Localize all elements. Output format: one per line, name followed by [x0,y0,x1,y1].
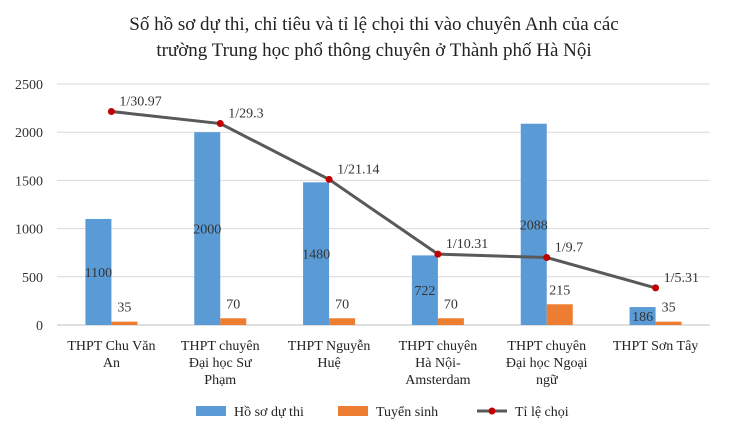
ratio-data-label: 1/21.14 [337,162,379,177]
x-category-label: ngữ [536,373,558,388]
ratio-marker [216,120,224,128]
x-category-label: THPT chuyên [399,339,478,354]
y-tick-label: 500 [22,271,43,286]
x-category-label: THPT Chu Văn [67,339,155,354]
ratio-data-label: 1/30.97 [119,94,161,109]
x-category-label: THPT chuyên [181,339,260,354]
chart-title-line-1: Số hồ sơ dự thi, chỉ tiêu và tỉ lệ chọi … [129,14,618,35]
x-category-label: Phạm [204,373,236,388]
bar-data-label: 70 [335,297,349,312]
legend-marker [488,407,496,415]
bar-data-label: 2000 [193,223,221,238]
bar-data-label: 215 [549,283,570,298]
ratio-marker [107,107,115,115]
bar-ho-so [303,182,330,325]
ratio-marker [434,250,442,258]
legend-label: Hồ sơ dự thi [234,405,304,420]
bar-ho-so [411,255,438,325]
bar-ho-so [520,123,547,325]
ratio-data-label: 1/5.31 [664,271,699,286]
bar-tuyen-sinh [437,318,464,325]
y-tick-label: 0 [36,319,43,334]
bar-data-label: 2088 [520,218,548,233]
ratio-data-label: 1/9.7 [555,241,583,256]
x-category-label: THPT chuyên [507,339,586,354]
chart-title-line-2: trường Trung học phổ thông chuyên ở Thàn… [156,40,591,61]
ratio-data-label: 1/10.31 [446,237,488,252]
bar-data-label: 186 [632,310,653,325]
bar-data-label: 1480 [302,248,330,263]
x-category-label: Huệ [317,356,340,371]
bar-ho-so [194,132,221,325]
y-tick-label: 1000 [15,223,43,238]
ratio-data-label: 1/29.3 [228,107,263,122]
ratio-line [111,109,656,290]
legend-swatch-ho-so [196,406,226,416]
legend-label: Tuyển sinh [376,405,438,420]
ratio-marker [652,284,660,292]
x-category-label: Amsterdam [405,373,470,388]
legend-swatch-tuyen-sinh [338,406,368,416]
x-category-label: Đại học Sư [189,356,252,371]
ratio-marker [325,175,333,183]
x-category-label: THPT Nguyễn [288,339,371,354]
y-tick-label: 1500 [15,174,43,189]
bar-tuyen-sinh [111,321,138,325]
bar-ho-so [85,218,112,325]
bar-tuyen-sinh [655,321,682,325]
y-tick-label: 2000 [15,126,43,141]
x-category-label: An [103,356,120,371]
bar-data-label: 70 [444,297,458,312]
ratio-marker [543,254,551,262]
legend-label: Tỉ lệ chọi [515,405,569,420]
bar-data-label: 722 [414,284,435,299]
bar-tuyen-sinh [546,304,573,325]
bar-ho-so [629,307,656,325]
x-category-label: THPT Sơn Tây [613,339,698,354]
y-tick-label: 2500 [15,78,43,93]
bar-data-label: 1100 [85,266,112,281]
bar-data-label: 35 [662,301,676,316]
x-category-label: Hà Nội- [415,356,461,371]
bar-data-label: 70 [226,297,240,312]
bar-tuyen-sinh [329,318,356,325]
bar-tuyen-sinh [220,318,247,325]
bar-data-label: 35 [117,301,131,316]
x-category-label: Đại học Ngoại [506,356,588,371]
